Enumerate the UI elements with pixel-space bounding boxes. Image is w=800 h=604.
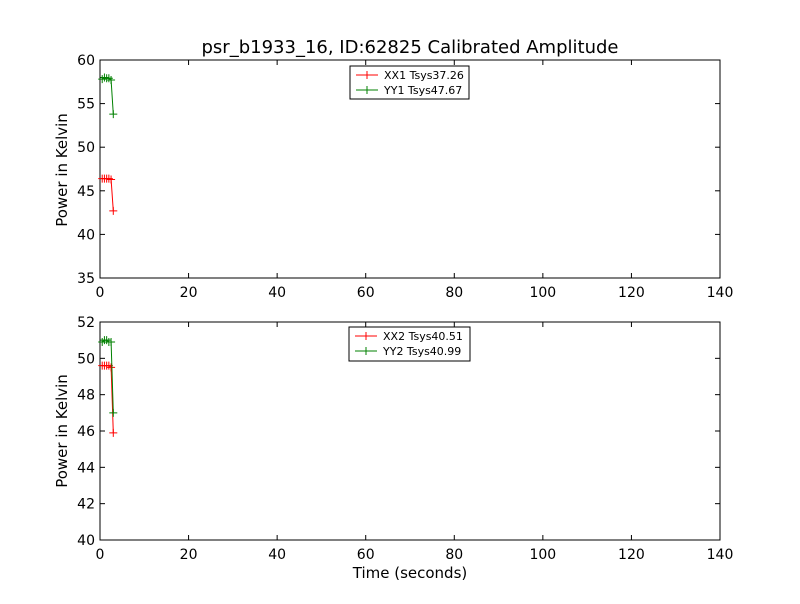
bottom-series-0-point	[109, 428, 118, 437]
bottom-legend-label-1: YY2 Tsys40.99	[382, 345, 461, 358]
bottom-legend: XX2 Tsys40.51 YY2 Tsys40.99	[348, 326, 471, 362]
top-y-tick-label: 45	[77, 184, 95, 200]
bottom-panel: Power in Kelvin Time (seconds) 0 20 40 60 80…	[53, 315, 733, 582]
top-series-line-1	[101, 76, 114, 115]
bottom-x-tick-label: 140	[707, 547, 734, 563]
top-series-1-point	[109, 110, 118, 119]
top-x-tick-label: 0	[96, 285, 105, 301]
bottom-y-tick-label: 48	[77, 388, 95, 404]
top-y-axis-label: Power in Kelvin	[53, 113, 71, 227]
top-series-0-point	[109, 206, 118, 215]
top-series-1-point	[107, 76, 116, 85]
top-y-tick-label: 35	[77, 271, 95, 287]
bottom-y-tick-label: 42	[77, 497, 95, 513]
top-x-tick-label: 60	[357, 285, 375, 301]
top-y-tick-label: 50	[77, 140, 95, 156]
bottom-x-tick-label: 60	[357, 547, 375, 563]
top-x-tick-label: 80	[445, 285, 463, 301]
top-axes-frame	[99, 59, 721, 279]
top-legend-label-0: XX1 Tsys37.26	[384, 69, 464, 82]
top-series-1-point	[98, 75, 107, 84]
top-legend-label-1: YY1 Tsys47.67	[383, 84, 462, 97]
bottom-series-1-point	[102, 336, 111, 345]
bottom-series-1-point	[109, 408, 118, 417]
bottom-y-tick-label: 52	[77, 315, 95, 331]
top-y-tick-label: 60	[77, 53, 95, 69]
bottom-y-tick-label: 46	[77, 424, 95, 440]
top-y-tick-label: 55	[77, 97, 95, 113]
top-legend-box	[349, 65, 470, 100]
bottom-y-tick-label: 40	[77, 533, 95, 549]
bottom-x-tick-label: 40	[268, 547, 286, 563]
top-panel: Power in Kelvin 0 20 40 60 80 100 120 140 35 40 45…	[53, 53, 733, 301]
bottom-legend-label-0: XX2 Tsys40.51	[383, 330, 463, 343]
bottom-series-1-point	[107, 337, 116, 346]
top-x-tick-label: 120	[618, 285, 645, 301]
top-x-tick-label: 100	[529, 285, 556, 301]
bottom-y-tick-label: 44	[77, 460, 95, 476]
bottom-x-tick-label: 80	[445, 547, 463, 563]
top-x-tick-label: 20	[180, 285, 198, 301]
top-x-tick-label: 40	[268, 285, 286, 301]
top-y-tick-label: 40	[77, 227, 95, 243]
bottom-x-axis-label: Time (seconds)	[352, 564, 468, 582]
bottom-y-tick-label: 50	[77, 351, 95, 367]
bottom-legend-marker-0	[362, 332, 370, 340]
bottom-legend-marker-1	[362, 347, 370, 355]
top-legend-marker-0	[363, 71, 371, 79]
top-legend-marker-1	[363, 86, 371, 94]
top-x-tick-label: 140	[707, 285, 734, 301]
chart-title: psr_b1933_16, ID:62825 Calibrated Amplit…	[202, 37, 619, 58]
bottom-x-tick-label: 100	[529, 547, 556, 563]
bottom-x-tick-label: 120	[618, 547, 645, 563]
top-legend: XX1 Tsys37.26 YY1 Tsys47.67	[349, 65, 470, 100]
bottom-series-line-0	[102, 365, 114, 433]
bottom-y-axis-label: Power in Kelvin	[53, 374, 71, 488]
bottom-x-tick-label: 0	[96, 547, 105, 563]
bottom-legend-box	[348, 326, 471, 362]
top-series-line-0	[102, 178, 114, 211]
bottom-series-0-point	[107, 363, 116, 372]
bottom-x-tick-label: 20	[180, 547, 198, 563]
top-series-0-point	[107, 175, 116, 184]
